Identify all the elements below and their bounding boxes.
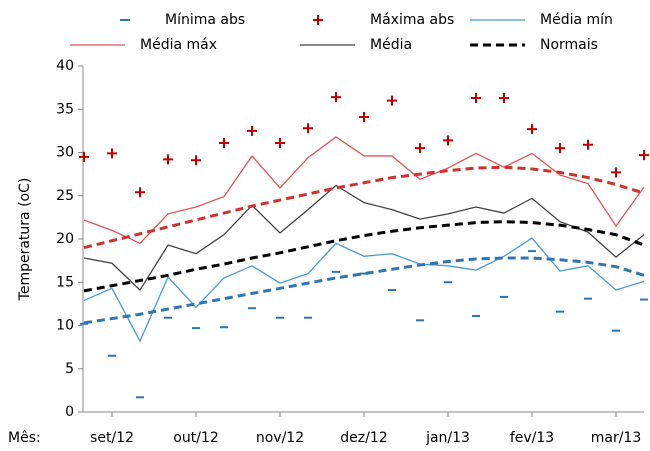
marker — [163, 154, 173, 165]
y-tick-label: 40 — [56, 58, 74, 74]
x-tick-label: jan/13 — [425, 430, 470, 446]
series-line — [83, 220, 645, 293]
x-axis-label: Mês: — [8, 430, 41, 446]
legend-label: Média mín — [540, 12, 613, 28]
marker — [527, 124, 537, 135]
x-tick-label: set/12 — [90, 430, 134, 446]
marker — [107, 148, 117, 159]
marker — [219, 137, 229, 148]
marker — [79, 151, 89, 162]
legend-label: Máxima abs — [370, 12, 454, 28]
series-line — [83, 184, 645, 292]
marker — [275, 137, 285, 148]
y-tick-label: 30 — [56, 145, 74, 161]
y-tick-label: 35 — [56, 101, 74, 117]
y-tick-label: 20 — [56, 231, 74, 247]
marker — [247, 125, 257, 136]
marker — [191, 155, 201, 166]
marker — [639, 150, 649, 161]
marker — [331, 92, 341, 103]
legend-swatch — [313, 15, 323, 25]
marker — [415, 143, 425, 154]
series-line — [83, 256, 645, 325]
y-tick-label: 10 — [56, 318, 74, 334]
x-tick-label: out/12 — [173, 430, 218, 446]
marker — [359, 112, 369, 123]
y-tick-label: 0 — [65, 404, 74, 420]
series-line — [83, 136, 645, 245]
marker — [583, 139, 593, 150]
legend-label: Média — [370, 37, 412, 53]
marker — [135, 187, 145, 198]
x-tick-label: mar/13 — [591, 430, 642, 446]
y-axis-label: Temperatura (oC) — [17, 178, 33, 302]
x-tick-label: fev/13 — [510, 430, 554, 446]
y-tick-label: 5 — [65, 361, 74, 377]
marker — [303, 123, 313, 134]
marker — [471, 93, 481, 104]
marker — [443, 135, 453, 146]
legend-label: Normais — [540, 37, 598, 53]
y-tick-label: 25 — [56, 188, 74, 204]
x-tick-label: nov/12 — [256, 430, 304, 446]
legend-label: Média máx — [140, 37, 217, 53]
x-tick-label: dez/12 — [340, 430, 387, 446]
marker — [387, 95, 397, 106]
marker — [555, 143, 565, 154]
series-line — [83, 165, 645, 250]
marker — [611, 167, 621, 178]
marker — [499, 93, 509, 104]
y-tick-label: 15 — [56, 274, 74, 290]
series-line — [83, 237, 645, 343]
legend-label: Mínima abs — [165, 12, 245, 28]
